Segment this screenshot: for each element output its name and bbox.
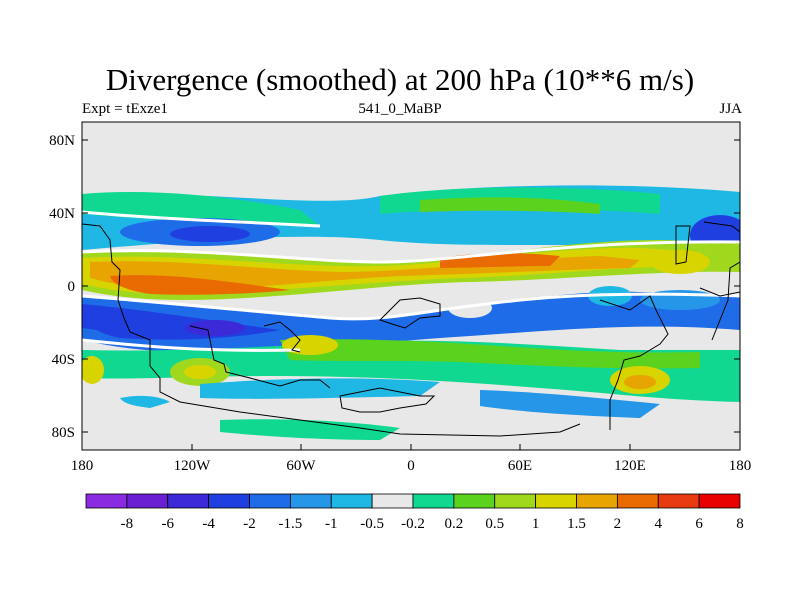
- colorbar-label: -4: [202, 516, 215, 532]
- x-tick-label: 120E: [614, 458, 646, 474]
- colorbar-swatch: [85, 493, 128, 509]
- y-tick-label: 40N: [49, 206, 75, 222]
- colorbar-label: -1: [325, 516, 338, 532]
- colorbar-swatch: [371, 493, 414, 509]
- colorbar-swatch: [208, 493, 250, 509]
- colorbar-label: -2: [243, 516, 256, 532]
- colorbar-swatch: [412, 493, 455, 509]
- season-label: JJA: [719, 101, 742, 117]
- x-tick-label: 60E: [508, 458, 532, 474]
- x-tick-label: 180: [71, 458, 94, 474]
- colorbar-label: 6: [695, 516, 703, 532]
- colorbar-label: -6: [162, 516, 175, 532]
- y-tick-label: 80N: [49, 133, 75, 149]
- colorbar-swatch: [330, 493, 373, 509]
- colorbar-swatch: [126, 493, 169, 509]
- colorbar-label: -8: [121, 516, 134, 532]
- colorbar-swatch: [494, 493, 537, 509]
- colorbar-swatch: [289, 493, 332, 509]
- x-tick-label: 60W: [286, 458, 316, 474]
- y-tick-label: 40S: [52, 352, 75, 368]
- colorbar-label: -0.5: [360, 516, 384, 532]
- colorbar-label: -0.2: [401, 516, 425, 532]
- y-tick-label: 80S: [52, 425, 75, 441]
- colorbar: -8 -6 -4 -2 -1.5 -1 -0.5 -0.2 0.2 0.5 1 1.5 2 4 6 8: [85, 493, 744, 532]
- colorbar-label: 0.2: [445, 516, 464, 532]
- colorbar-label: -1.5: [279, 516, 303, 532]
- run-label: 541_0_MaBP: [358, 101, 442, 117]
- colorbar-label: 2: [614, 516, 622, 532]
- tick-marks: [81, 139, 741, 450]
- colorbar-swatch: [698, 493, 741, 509]
- colorbar-swatch: [576, 493, 618, 509]
- colorbar-swatch: [657, 493, 700, 509]
- colorbar-label: 8: [736, 516, 744, 532]
- colorbar-swatch: [167, 493, 210, 509]
- colorbar-swatch: [453, 493, 496, 509]
- colorbar-label: 1.5: [567, 516, 586, 532]
- y-tick-label: 0: [68, 279, 76, 295]
- x-tick-label: 120W: [174, 458, 212, 474]
- colorbar-swatch: [616, 493, 659, 509]
- colorbar-label: 1: [532, 516, 540, 532]
- coastlines: [82, 221, 740, 437]
- colorbar-swatch: [249, 493, 291, 509]
- colorbar-label: 0.5: [485, 516, 504, 532]
- experiment-label: Expt = tExze1: [82, 101, 168, 117]
- colorbar-swatch: [535, 493, 577, 509]
- colorbar-label: 4: [655, 516, 663, 532]
- x-tick-label: 0: [407, 458, 415, 474]
- divergence-field: [82, 185, 740, 440]
- plot-title: Divergence (smoothed) at 200 hPa (10**6 …: [105, 62, 695, 97]
- x-tick-label: 180: [729, 458, 752, 474]
